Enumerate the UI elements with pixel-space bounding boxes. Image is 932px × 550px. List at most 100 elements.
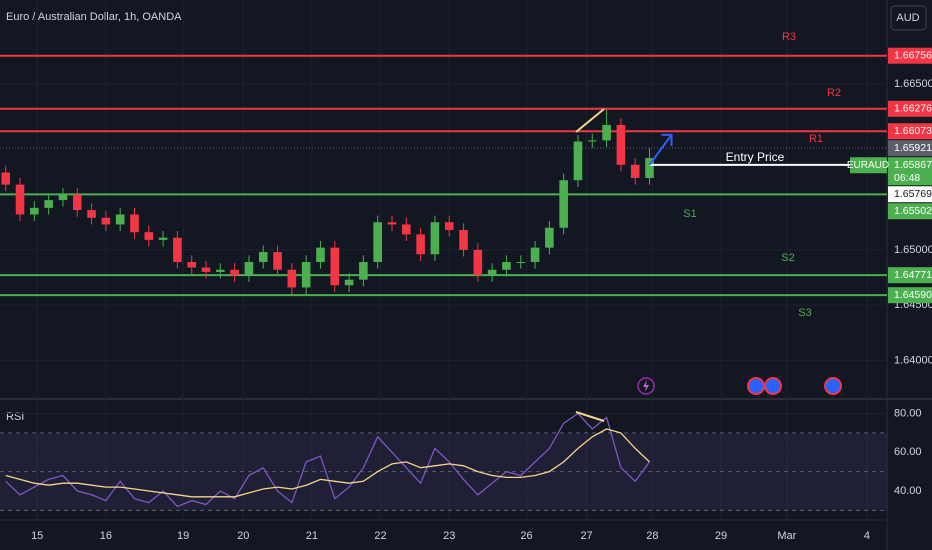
candle-body [416, 234, 425, 255]
level-name: S3 [798, 307, 811, 319]
divergence-line [575, 108, 605, 133]
candle-body [287, 269, 297, 288]
candle-body [344, 279, 354, 286]
countdown-label: 06:48 [894, 172, 920, 184]
y-tick-label: 1.65000 [894, 244, 932, 256]
price-label-box [888, 287, 932, 304]
price-label: 1.64771 [894, 269, 932, 281]
entry-label: Entry Price [726, 150, 785, 164]
candle-body [101, 217, 111, 225]
candle-body [559, 180, 568, 228]
x-tick-label: 19 [177, 530, 189, 542]
candle-body [1, 172, 11, 185]
symbol-label: EURAUD [847, 160, 889, 171]
candle-body [187, 262, 196, 268]
candle-body [273, 252, 282, 270]
y-tick-label: 1.64000 [894, 354, 932, 366]
symbol-box [850, 157, 887, 174]
price-label-box [888, 203, 932, 220]
rsi-ma-line [5, 428, 650, 498]
y-tick-label: 1.66500 [894, 78, 932, 90]
x-tick-label: 16 [100, 530, 112, 542]
x-tick-label: 22 [374, 530, 386, 542]
candle-body [630, 164, 640, 178]
currency-label[interactable]: AUD [896, 12, 919, 24]
x-tick-label: 23 [443, 530, 455, 542]
currency-button[interactable] [890, 5, 927, 31]
candle-body [430, 222, 440, 255]
candle-body [502, 262, 511, 270]
candle-body [444, 222, 454, 230]
rsi-title: RSI [6, 411, 24, 423]
candle-body [87, 210, 96, 218]
price-label-box [888, 140, 932, 157]
event-icon[interactable] [764, 377, 782, 395]
x-tick-label: 20 [237, 530, 249, 542]
candle-body [473, 249, 483, 276]
price-label: 1.66073 [894, 125, 932, 137]
price-label-box [888, 267, 932, 284]
price-label-box [888, 47, 932, 64]
candle-body [516, 262, 526, 264]
rsi-tick-label: 40.00 [894, 485, 922, 497]
rsi-tick-label: 80.00 [894, 407, 922, 419]
candle-body [216, 269, 225, 272]
event-icon[interactable] [747, 377, 765, 395]
x-tick-label: 29 [715, 530, 727, 542]
candle-body [387, 222, 397, 225]
candle-body [72, 194, 82, 211]
x-tick-label: 27 [580, 530, 592, 542]
candle-body [459, 229, 468, 250]
level-name: R1 [809, 133, 823, 145]
candle-body [530, 247, 540, 263]
x-tick-label: 21 [306, 530, 318, 542]
price-label: 1.64590 [894, 289, 932, 301]
candle-body [58, 194, 68, 201]
candle-body [15, 184, 25, 215]
event-icon[interactable] [824, 377, 842, 395]
price-label: 1.65867 [894, 159, 932, 171]
price-label: 1.66276 [894, 103, 932, 115]
candle-body [244, 262, 254, 276]
candle-body [301, 262, 311, 288]
candle-body [316, 247, 325, 263]
rsi-divergence-line [575, 411, 605, 422]
level-name: S2 [781, 252, 794, 264]
x-tick-label: 28 [646, 530, 658, 542]
candle-body [587, 140, 597, 142]
lightning [643, 380, 649, 392]
candle-body [201, 267, 211, 272]
candle-body [359, 262, 368, 280]
level-name: R2 [827, 87, 841, 99]
price-label-box [888, 157, 932, 186]
rsi-line [5, 412, 651, 508]
candle-body [373, 222, 382, 263]
x-tick-label: 26 [520, 530, 532, 542]
candle-body [402, 224, 411, 235]
price-label: 1.65502 [894, 205, 932, 217]
candle-body [545, 227, 554, 248]
chart-title: Euro / Australian Dollar, 1h, OANDA [6, 11, 182, 23]
candle-body [573, 141, 583, 181]
price-label: 1.66756 [894, 50, 932, 62]
candle-body [144, 232, 154, 240]
candle-body [173, 237, 182, 263]
price-label-box [888, 186, 932, 203]
candle-body [115, 214, 125, 225]
candle-body [330, 247, 340, 286]
candle-body [487, 269, 497, 276]
price-label-box [888, 100, 932, 117]
price-label: 1.65921 [894, 142, 932, 154]
x-tick-label: 15 [31, 530, 43, 542]
candle-body [645, 158, 654, 178]
candle-body [130, 214, 139, 233]
level-name: R3 [782, 31, 796, 43]
x-tick-label: Mar [777, 530, 796, 542]
projection-arrow [648, 133, 673, 166]
candle-body [616, 124, 626, 165]
candle-body [158, 237, 168, 240]
level-name: S1 [683, 208, 696, 220]
rsi-tick-label: 60.00 [894, 446, 922, 458]
candle-body [602, 124, 611, 141]
